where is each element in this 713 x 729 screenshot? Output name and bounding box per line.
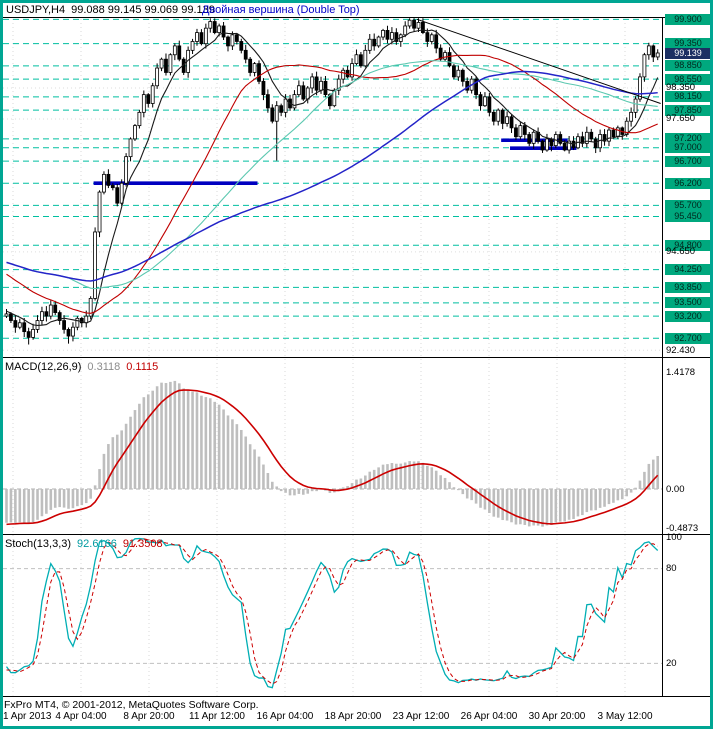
moving-average-55 [6,60,658,290]
price-level-badge: 99.350 [665,38,711,50]
price-level-badge: 92.700 [665,332,711,344]
price-tick-label: 92.430 [666,344,696,356]
price-level-badge: 93.200 [665,310,711,322]
price-level-badge: 96.700 [665,155,711,167]
moving-average-89 [6,70,658,282]
price-level-badge: 95.450 [665,210,711,222]
price-level-badge: 95.700 [665,199,711,211]
price-level-badge: 98.150 [665,91,711,103]
moving-average-8 [6,29,659,326]
descending-trendline[interactable] [416,18,661,104]
price-level-badge: 94.800 [665,239,711,251]
time-axis[interactable] [2,697,663,726]
ohlc-values: 99.088 99.145 99.069 99.139 [71,4,215,16]
stoch-main-value: 92.6166 [77,538,117,550]
stoch-main-line [5,537,659,689]
double-top-annotation[interactable]: Двойная вершина (Double Top) [202,4,360,16]
price-level-badge: 98.550 [665,73,711,85]
time-axis-label: 23 Apr 12:00 [392,711,450,722]
price-tick-label: 98.350 [666,82,696,94]
stoch-signal-value: 91.3508 [122,538,163,550]
time-axis-label: 11 Apr 12:00 [189,711,245,722]
price-level-badge: 94.250 [665,264,711,276]
price-level-badge: 99.900 [665,13,711,25]
time-axis-label: 3 May 12:00 [597,711,653,722]
macd-signal-value: 0.1115 [126,361,159,373]
price-tick-label: 97.650 [666,113,696,125]
price-tick-label: 94.650 [666,246,696,258]
price-level-badge: 97.000 [665,142,711,154]
stoch-indicator-name: Stoch(13,3,3) [5,538,72,550]
macd-indicator-label: MACD(12,26,9) 0.3118 0.1115 [5,361,164,373]
macd-main-value: 0.3118 [87,361,121,373]
price-level-badge: 97.850 [665,104,711,116]
time-axis-label: 26 Apr 04:00 [460,711,518,722]
price-level-badge: 93.850 [665,281,711,293]
chart-header: USDJPY,H4 99.088 99.145 99.069 99.139 [6,4,215,16]
stoch-tick-label: 80 [666,563,677,575]
time-axis-label: 18 Apr 20:00 [324,711,382,722]
price-level-badge: 98.850 [665,60,711,72]
time-axis-label: 30 Apr 20:00 [528,711,586,722]
price-axis[interactable] [663,18,711,697]
macd-indicator-name: MACD(12,26,9) [5,361,82,373]
price-level-badge: 96.200 [665,177,711,189]
macd-tick-label: -0.4873 [666,523,699,535]
stoch-indicator-label: Stoch(13,3,3) 92.6166 91.3508 [5,538,169,550]
macd-histogram [5,380,660,527]
time-axis-label: 8 Apr 20:00 [123,711,175,722]
stoch-tick-label: 100 [666,531,682,543]
platform-copyright: FxPro MT4, © 2001-2012, MetaQuotes Softw… [4,699,259,711]
time-axis-label: 1 Apr 2013 [3,711,52,722]
current-price-badge: 99.139 [665,47,711,59]
macd-tick-label: 1.4178 [666,367,696,379]
moving-average-34 [6,54,658,314]
macd-tick-label: 0.00 [666,483,685,495]
stoch-tick-label: 20 [666,657,677,669]
candles [4,18,660,345]
price-level-badge: 97.200 [665,133,711,145]
symbol-period-label: USDJPY,H4 [6,4,66,16]
stoch-signal-line [6,538,658,685]
macd-signal-line [6,389,659,526]
price-level-badge: 93.500 [665,297,711,309]
time-axis-label: 4 Apr 04:00 [55,711,107,722]
time-axis-label: 16 Apr 04:00 [256,711,314,722]
